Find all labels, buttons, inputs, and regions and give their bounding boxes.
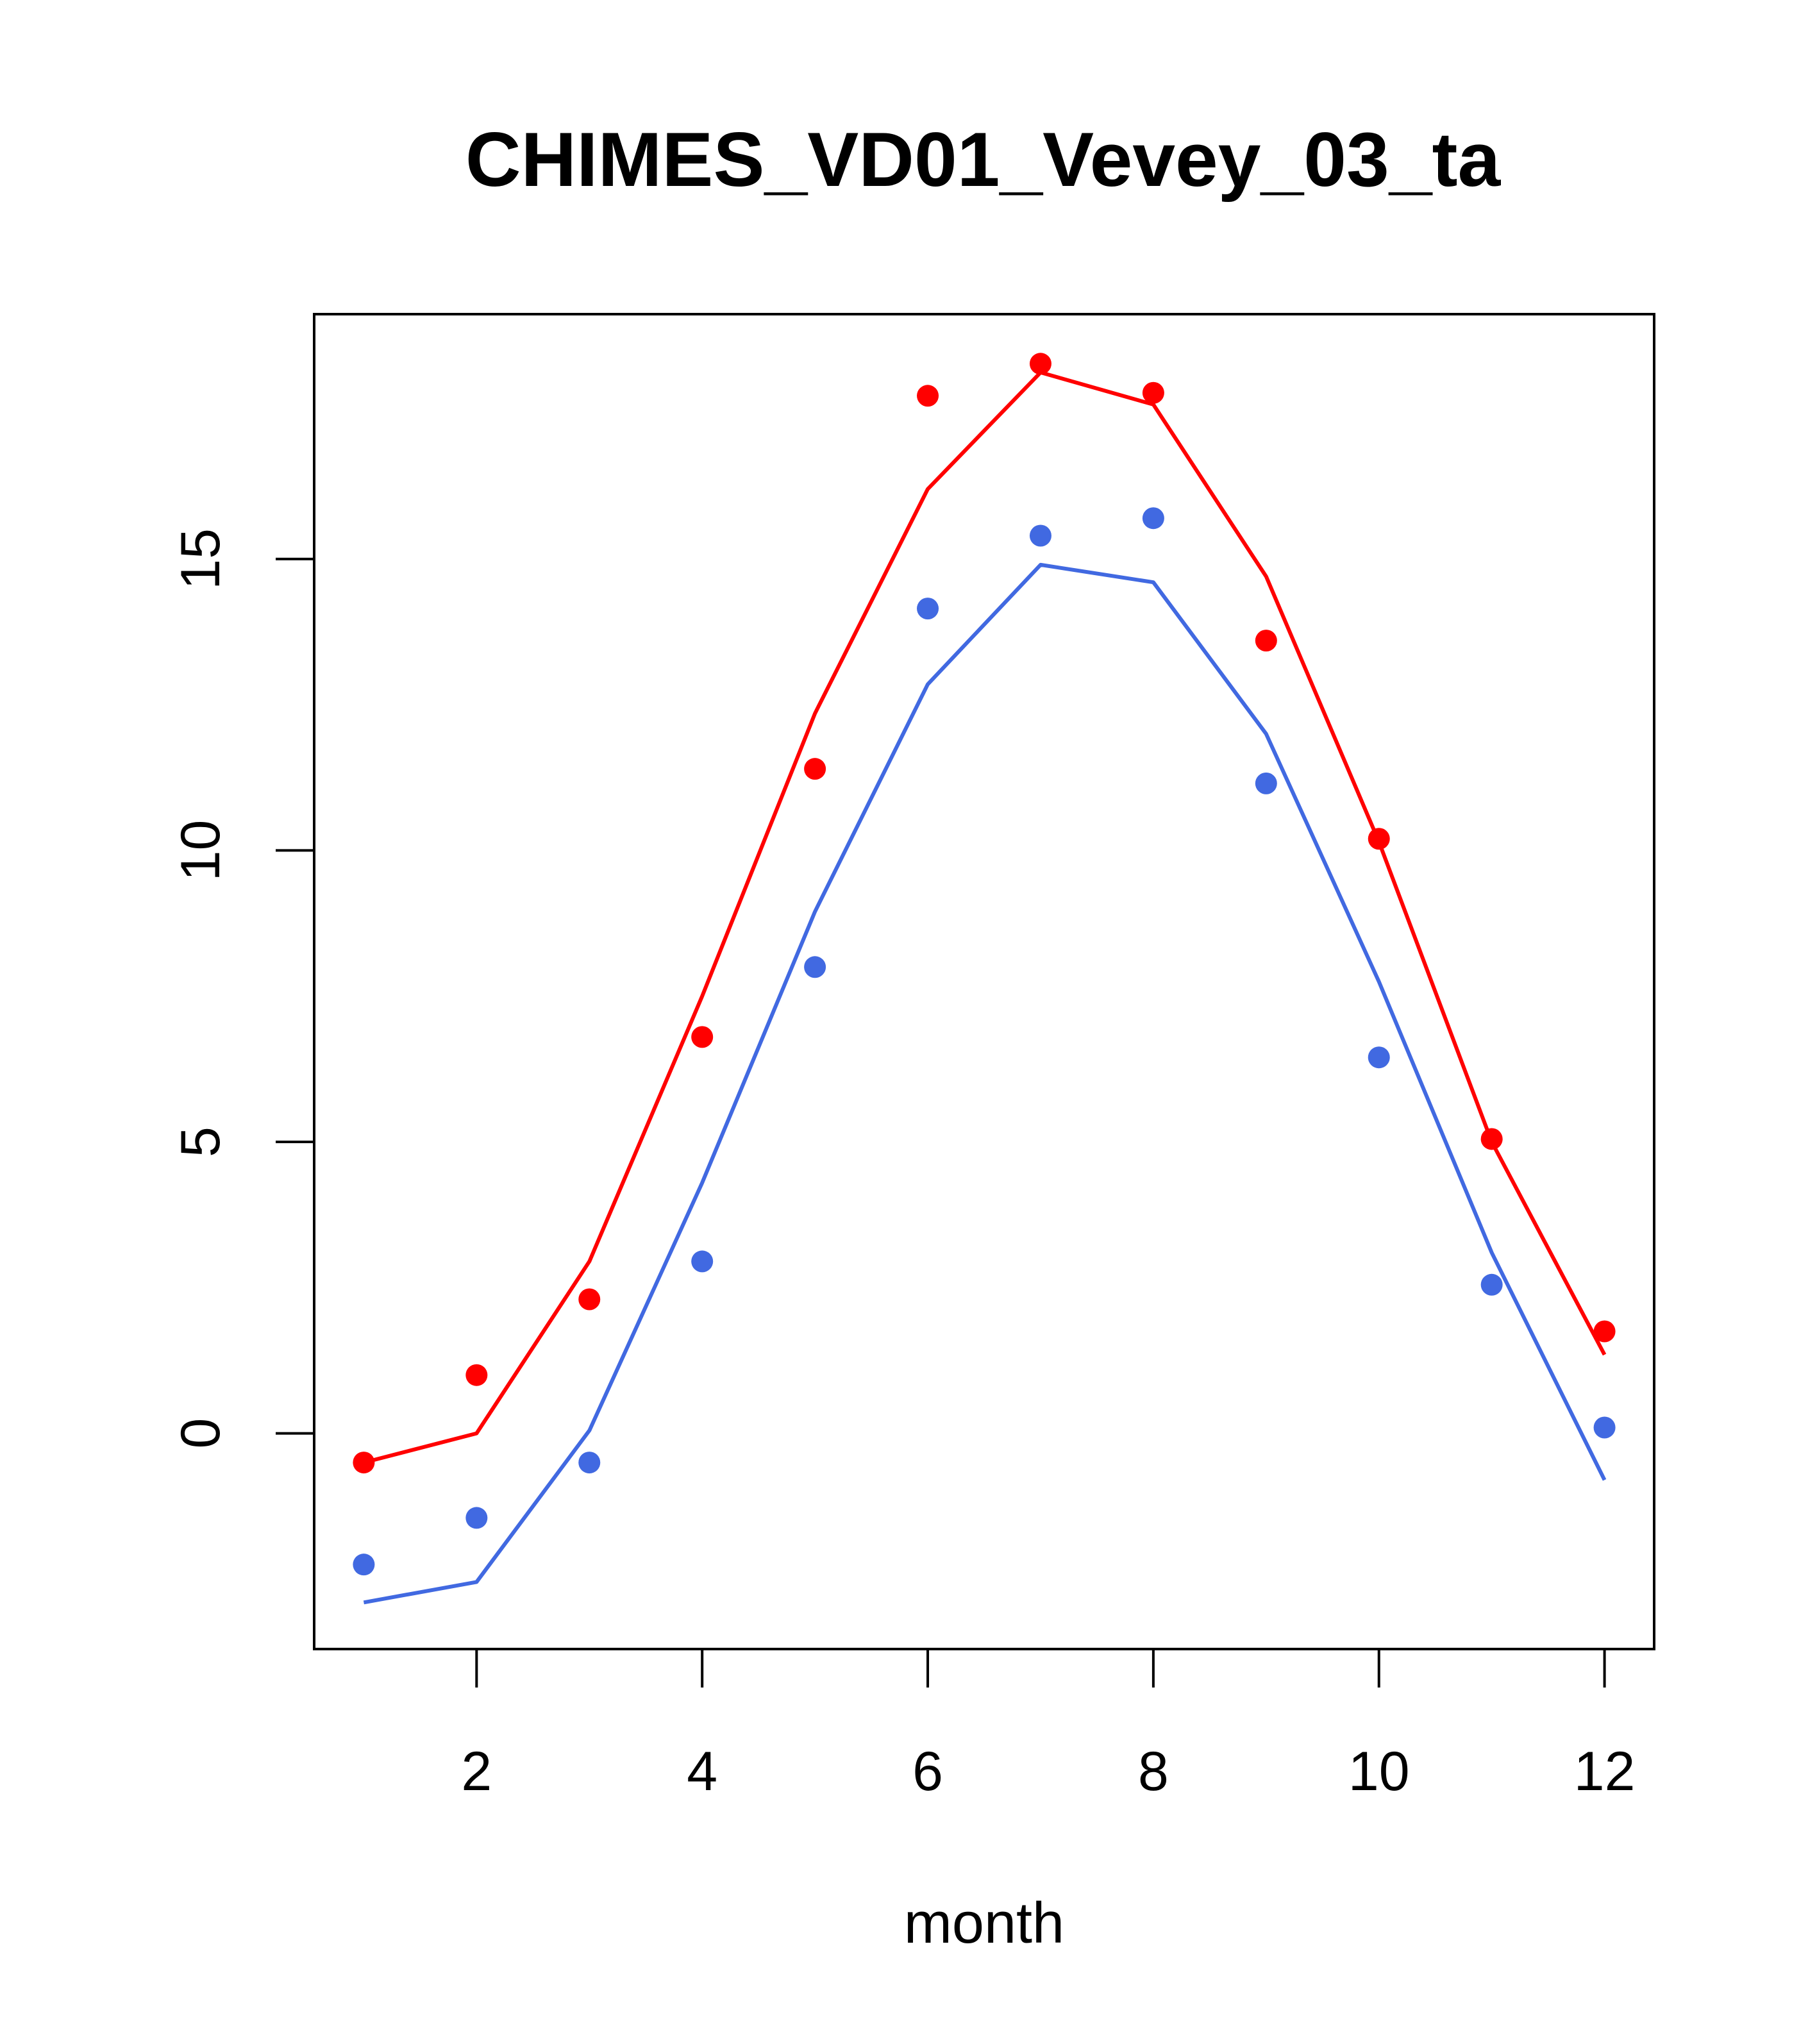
series-1-point [1142,381,1164,404]
series-2-point [1255,772,1277,794]
series-1-point [804,758,826,780]
x-tick-label: 2 [461,1741,492,1802]
x-tick-label: 10 [1348,1741,1410,1802]
y-tick-label: 15 [170,528,231,590]
series-1-point [1480,1128,1503,1150]
series-2-point [1029,524,1051,547]
series-2-point [353,1554,375,1576]
x-tick-label: 12 [1574,1741,1636,1802]
series-1-line [363,370,1607,1465]
series-2-line [363,562,1607,1605]
x-tick-label: 6 [912,1741,943,1802]
series-2-point [465,1507,488,1529]
chart-title: CHIMES_VD01_Vevey_03_ta [465,117,1502,203]
series-1-point [1368,828,1390,850]
x-tick-label: 4 [687,1741,717,1802]
series-2-point [691,1250,714,1273]
y-tick-label: 10 [170,820,231,882]
series-1-point [691,1026,714,1048]
y-tick-label: 5 [170,1127,231,1157]
y-tick-label: 0 [170,1418,231,1449]
series-1-point [1255,630,1277,652]
series-1-point [1029,353,1051,375]
series-1-point [1593,1320,1616,1343]
plot-frame [313,313,1655,1650]
series-1-point [917,385,939,407]
series-1-point [578,1288,601,1311]
series-2-point [1480,1273,1503,1296]
series-layer [353,353,1616,1605]
x-axis-label: month [904,1891,1064,1956]
x-axis: 2 4 6 8 10 12 [461,1649,1635,1802]
series-2-point [917,598,939,620]
series-2-point [578,1452,601,1474]
series-2-point [1368,1046,1390,1069]
series-1-point [353,1452,375,1474]
series-2-point [1142,507,1164,530]
series-2-point [1593,1416,1616,1439]
y-axis: 0 5 10 15 [170,528,314,1449]
x-tick-label: 8 [1138,1741,1169,1802]
series-1-point [465,1364,488,1386]
series-2-point [804,956,826,978]
